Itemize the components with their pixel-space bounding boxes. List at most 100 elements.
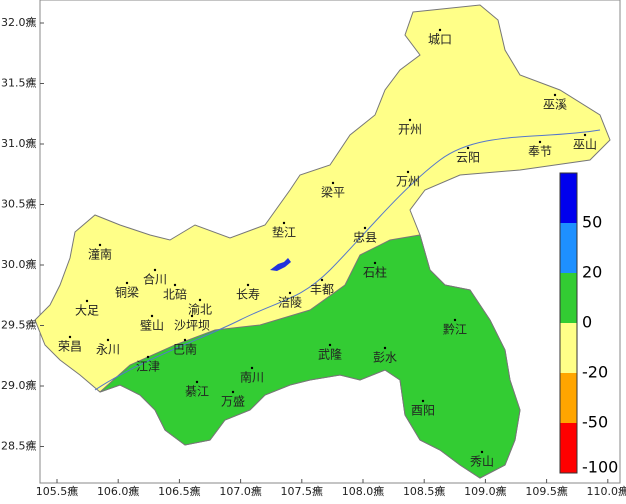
colorbar-segment <box>560 273 577 323</box>
y-tick-label: 31.5癄 <box>1 76 37 90</box>
city-label: 奉节 <box>528 145 552 159</box>
y-tick-label: 30.5癄 <box>1 197 37 211</box>
city-dot <box>480 450 484 454</box>
colorbar-segment <box>560 373 577 423</box>
y-tick-label: 32.0癄 <box>1 15 37 29</box>
city-dot <box>320 278 324 282</box>
city-label: 万州 <box>396 175 420 189</box>
city-label: 巫溪 <box>543 98 567 112</box>
city-label: 綦江 <box>185 385 209 399</box>
colorbar-label: -20 <box>582 363 608 382</box>
city-dot <box>153 268 157 272</box>
city-label: 沙坪坝 <box>174 319 210 333</box>
city-label: 铜梁 <box>115 285 139 300</box>
x-tick-label: 109.5癄 <box>525 484 568 498</box>
city-label: 梁平 <box>321 185 345 200</box>
city-dot <box>231 390 235 394</box>
x-tick-label: 105.5癄 <box>36 484 79 498</box>
city-dot <box>583 133 587 137</box>
y-tick-label: 28.5癄 <box>1 439 37 453</box>
city-dot <box>85 299 89 303</box>
x-tick-label: 109.0癄 <box>464 484 507 498</box>
city-dot <box>421 399 425 403</box>
colorbar-segment <box>560 423 577 473</box>
city-dot <box>288 291 292 295</box>
y-tick-label: 31.0癄 <box>1 136 37 150</box>
city-label: 巴南 <box>173 342 197 357</box>
city-label: 石柱 <box>363 265 387 280</box>
city-label: 永川 <box>96 343 120 357</box>
colorbar-label: 20 <box>582 263 602 282</box>
reservoir <box>270 258 291 271</box>
city-dot <box>373 261 377 265</box>
city-dot <box>363 226 367 230</box>
land <box>34 4 611 479</box>
city-dot <box>98 243 102 247</box>
city-dot <box>438 28 442 32</box>
city-label: 万盛 <box>221 394 245 409</box>
city-label: 开州 <box>398 123 422 137</box>
city-dot <box>406 170 410 174</box>
city-dot <box>331 181 335 185</box>
city-label: 秀山 <box>470 455 494 469</box>
city-dot <box>408 118 412 122</box>
y-tick-label: 29.5癄 <box>1 318 37 332</box>
city-label: 北碚 <box>163 287 187 302</box>
city-label: 合川 <box>143 272 167 287</box>
colorbar-segment <box>560 173 577 223</box>
city-dot <box>282 221 286 225</box>
city-dot <box>173 283 177 287</box>
x-tick-label: 106.5癄 <box>158 484 201 498</box>
city-label: 涪陵 <box>278 295 302 310</box>
city-label: 南川 <box>240 370 264 385</box>
region-green <box>99 234 521 479</box>
colorbar-label: 0 <box>582 313 592 332</box>
colorbar-segment <box>560 323 577 373</box>
city-dot <box>190 314 194 318</box>
city-label: 江津 <box>136 360 160 374</box>
city-label: 彭水 <box>373 351 397 365</box>
city-label: 武隆 <box>318 347 342 362</box>
colorbar-frame <box>559 172 578 474</box>
colorbar-segment <box>560 223 577 273</box>
colorbar-label: -50 <box>582 413 608 432</box>
x-tick-label: 106.0癄 <box>97 484 140 498</box>
x-tick-label: 108.5癄 <box>403 484 446 498</box>
city-label: 黔江 <box>443 322 467 337</box>
y-tick-label: 30.0癄 <box>1 257 37 271</box>
x-tick-label: 107.0癄 <box>219 484 262 498</box>
city-dot <box>68 335 72 339</box>
city-dot <box>466 146 470 150</box>
city-dot <box>125 281 129 285</box>
city-label: 大足 <box>75 304 99 318</box>
x-tick-label: 107.5癄 <box>281 484 324 498</box>
city-dot <box>328 343 332 347</box>
city-label: 璧山 <box>140 318 164 333</box>
city-label: 巫山 <box>573 138 597 152</box>
city-label: 城口 <box>428 33 452 47</box>
city-label: 忠县 <box>353 231 377 245</box>
y-tick-label: 29.0癄 <box>1 378 37 392</box>
x-tick-label: 108.0癄 <box>342 484 385 498</box>
river <box>94 129 601 391</box>
colorbar-label: 50 <box>582 213 602 232</box>
city-dot <box>383 346 387 350</box>
city-dot <box>183 338 187 342</box>
city-dot <box>538 140 542 144</box>
city-dot <box>150 314 154 318</box>
city-label: 潼南 <box>88 247 112 262</box>
city-dot <box>146 355 150 359</box>
city-label: 渝北 <box>188 302 212 317</box>
city-dot <box>195 380 199 384</box>
city-label: 酉阳 <box>411 404 435 418</box>
city-dot <box>246 283 250 287</box>
city-dot <box>553 93 557 97</box>
city-label: 垫江 <box>272 225 296 240</box>
city-dot <box>198 298 202 302</box>
city-label: 丰都 <box>310 283 334 297</box>
city-dot <box>106 338 110 342</box>
city-dot <box>250 366 254 370</box>
city-label: 云阳 <box>456 151 480 165</box>
colorbar-label: -100 <box>582 458 618 477</box>
